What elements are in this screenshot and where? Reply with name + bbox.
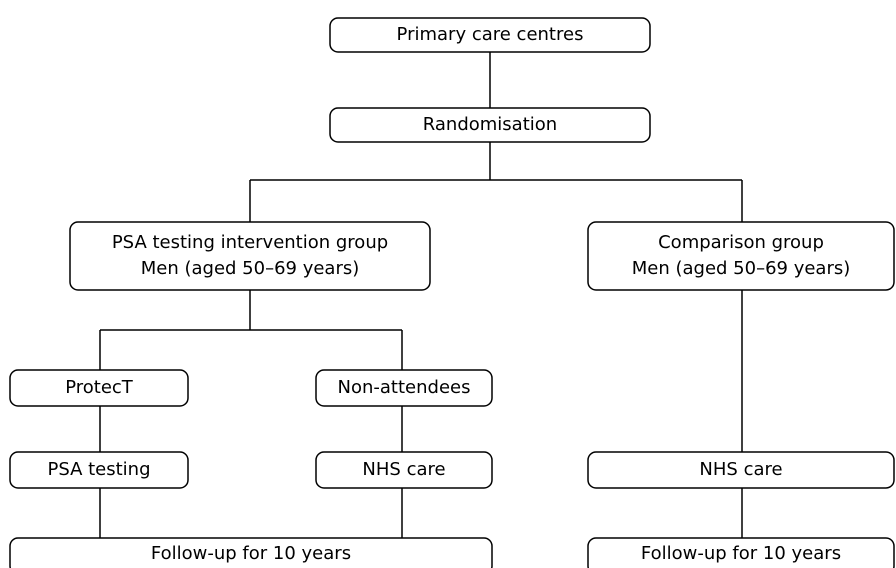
node-label: Follow-up for 10 years [151,543,351,564]
node-label: PSA testing [47,459,150,480]
node-label: Men (aged 50–69 years) [632,258,851,279]
node-label: NHS care [362,459,445,480]
node-label: Randomisation [423,114,557,135]
connectors [99,52,743,538]
node-label: Follow-up for 10 years [641,543,841,564]
node-label: Comparison group [658,232,824,253]
node-label: PSA testing intervention group [112,232,388,253]
node-label: Non-attendees [338,377,471,398]
node-box [329,107,651,143]
node-label: ProtecT [65,377,134,398]
node-box [587,537,895,568]
node-box [315,369,493,407]
node-box [587,451,895,489]
node-box [9,451,189,489]
node-box [9,369,189,407]
node-box [69,221,431,291]
boxes: Primary care centres Randomisation PSA tes… [9,17,895,568]
node-box [587,221,895,291]
node-label: NHS care [699,459,782,480]
node-label: Primary care centres [397,24,584,45]
node-box [9,537,493,568]
node-box [329,17,651,53]
node-box [315,451,493,489]
node-label: Men (aged 50–69 years) [141,258,360,279]
